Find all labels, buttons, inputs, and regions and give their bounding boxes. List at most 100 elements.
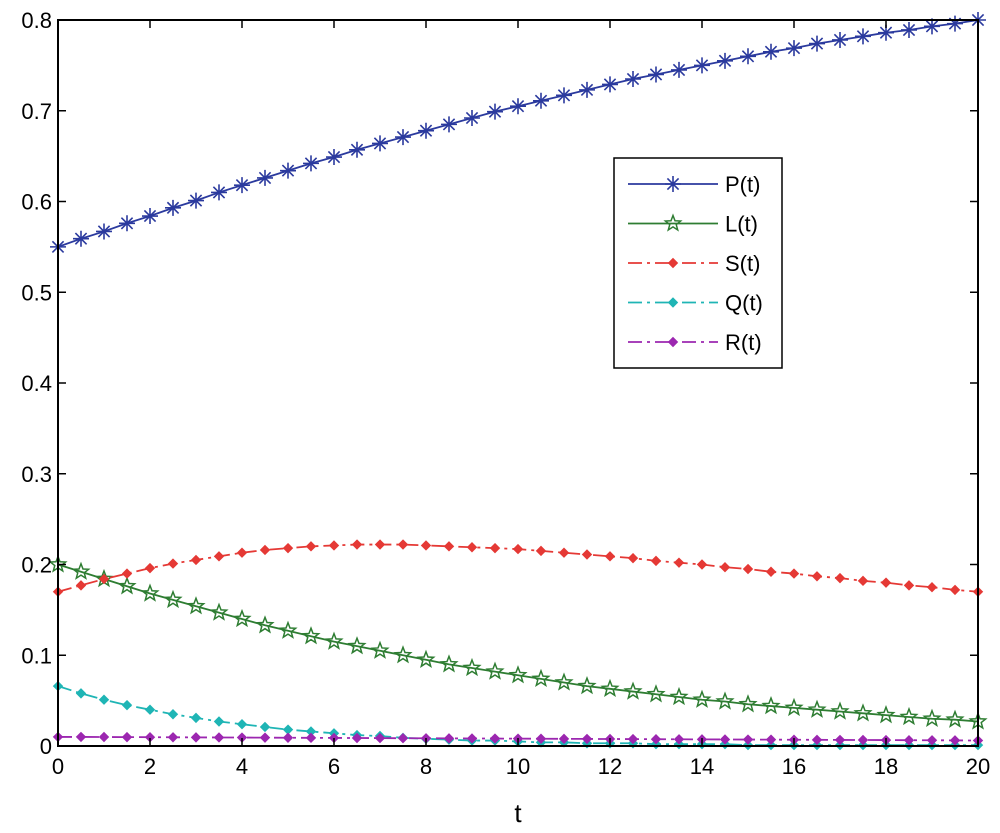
data-point xyxy=(650,555,662,567)
data-point xyxy=(648,66,664,83)
legend-label: Q(t) xyxy=(725,291,763,316)
x-tick-label: 2 xyxy=(144,754,156,779)
data-point xyxy=(466,733,478,744)
data-point xyxy=(282,732,294,743)
data-point xyxy=(510,98,526,115)
data-point xyxy=(508,665,528,684)
data-point xyxy=(374,539,386,550)
data-point xyxy=(581,549,593,560)
data-point xyxy=(326,149,342,166)
data-point xyxy=(807,699,827,718)
x-axis-label: t xyxy=(514,798,522,828)
data-point xyxy=(236,547,248,558)
data-point xyxy=(742,563,754,575)
y-tick-label: 0.6 xyxy=(21,190,52,215)
data-point xyxy=(73,230,89,247)
data-point xyxy=(531,668,551,688)
data-point xyxy=(650,733,662,745)
y-tick-label: 0.2 xyxy=(21,553,52,578)
data-point xyxy=(625,70,641,87)
y-tick-label: 0.7 xyxy=(21,99,52,124)
data-point xyxy=(949,584,961,596)
data-point xyxy=(119,215,135,232)
data-point xyxy=(853,703,873,722)
data-point xyxy=(719,734,731,745)
data-point xyxy=(443,733,455,744)
data-point xyxy=(604,551,616,562)
data-point xyxy=(372,135,388,152)
data-point xyxy=(462,657,482,677)
x-tick-label: 0 xyxy=(52,754,64,779)
data-point xyxy=(671,61,687,78)
y-tick-label: 0.4 xyxy=(21,371,52,396)
data-point xyxy=(834,734,846,746)
data-point xyxy=(577,676,597,695)
data-point xyxy=(646,684,666,703)
data-point xyxy=(899,706,919,726)
data-point xyxy=(303,155,319,172)
data-point xyxy=(393,645,413,664)
data-point xyxy=(876,705,896,724)
data-point xyxy=(439,654,459,673)
data-point xyxy=(188,192,204,209)
legend-label: P(t) xyxy=(725,172,760,197)
data-point xyxy=(512,543,524,555)
data-point xyxy=(602,76,618,93)
data-point xyxy=(947,15,963,32)
data-point xyxy=(600,678,620,698)
data-point xyxy=(259,721,271,733)
data-point xyxy=(121,731,133,743)
data-point xyxy=(259,544,271,556)
legend-label: L(t) xyxy=(725,212,758,237)
data-point xyxy=(811,734,823,746)
data-point xyxy=(715,691,735,710)
data-point xyxy=(351,539,363,550)
data-point xyxy=(556,87,572,104)
x-tick-label: 8 xyxy=(420,754,432,779)
data-point xyxy=(75,580,87,591)
data-point xyxy=(489,542,501,554)
data-point xyxy=(765,734,777,745)
data-point xyxy=(255,615,275,634)
data-point xyxy=(98,731,110,743)
x-tick-label: 12 xyxy=(598,754,622,779)
data-point xyxy=(786,40,802,57)
data-point xyxy=(811,571,823,582)
data-point xyxy=(667,257,679,269)
data-point xyxy=(305,732,317,744)
data-point xyxy=(418,122,434,139)
data-point xyxy=(167,558,179,569)
data-point xyxy=(140,583,160,602)
data-point xyxy=(765,566,777,577)
data-point xyxy=(144,562,156,574)
data-point xyxy=(328,540,340,551)
data-point xyxy=(673,734,685,745)
data-point xyxy=(98,573,110,585)
data-point xyxy=(742,734,754,745)
data-point xyxy=(763,43,779,60)
data-point xyxy=(464,110,480,127)
data-point xyxy=(416,649,436,668)
data-point xyxy=(554,672,574,691)
x-tick-label: 10 xyxy=(506,754,530,779)
data-point xyxy=(857,575,869,587)
data-point xyxy=(236,719,248,730)
data-point xyxy=(761,695,781,715)
data-point xyxy=(167,709,179,720)
legend-label: R(t) xyxy=(725,330,762,355)
y-tick-label: 0.5 xyxy=(21,280,52,305)
data-point xyxy=(903,734,915,746)
data-point xyxy=(924,18,940,35)
data-point xyxy=(441,116,457,133)
data-point xyxy=(213,716,225,727)
data-point xyxy=(190,732,202,743)
data-point xyxy=(694,57,710,74)
data-point xyxy=(75,731,87,743)
data-point xyxy=(880,577,892,588)
data-point xyxy=(370,640,390,659)
data-point xyxy=(75,688,87,699)
data-point xyxy=(834,572,846,584)
x-tick-label: 14 xyxy=(690,754,714,779)
data-point xyxy=(485,661,505,680)
